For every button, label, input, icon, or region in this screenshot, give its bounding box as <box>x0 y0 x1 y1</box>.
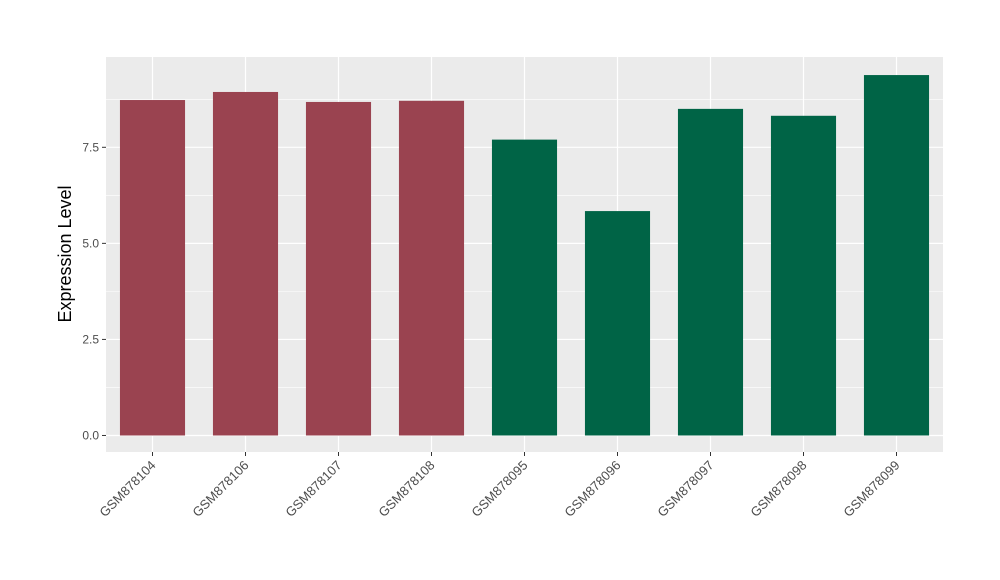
x-tick-label: GSM878106 <box>189 458 251 520</box>
x-tick-label: GSM878096 <box>561 458 623 520</box>
x-tick-label: GSM878108 <box>375 458 437 520</box>
x-tick-label: GSM878107 <box>282 458 344 520</box>
bar-GSM878104 <box>119 100 186 436</box>
x-tick-label: GSM878095 <box>468 458 530 520</box>
bar-GSM878095 <box>491 139 558 436</box>
bar-GSM878108 <box>398 100 465 436</box>
bar-GSM878107 <box>305 101 372 436</box>
x-tick-label: GSM878097 <box>654 458 716 520</box>
x-tick-label: GSM878104 <box>96 458 158 520</box>
y-tick-label: 7.5 <box>82 140 99 154</box>
bar-GSM878099 <box>863 75 930 436</box>
x-tick-label: GSM878098 <box>747 458 809 520</box>
bar-GSM878097 <box>677 108 744 436</box>
y-axis-label: Expression Level <box>55 185 75 322</box>
y-tick-label: 5.0 <box>82 236 99 250</box>
y-tick-label: 2.5 <box>82 332 99 346</box>
y-tick-label: 0.0 <box>82 428 99 442</box>
bar-GSM878098 <box>770 115 837 436</box>
x-tick-label: GSM878099 <box>840 458 902 520</box>
bar-GSM878096 <box>584 211 651 436</box>
bar-GSM878106 <box>212 91 279 436</box>
